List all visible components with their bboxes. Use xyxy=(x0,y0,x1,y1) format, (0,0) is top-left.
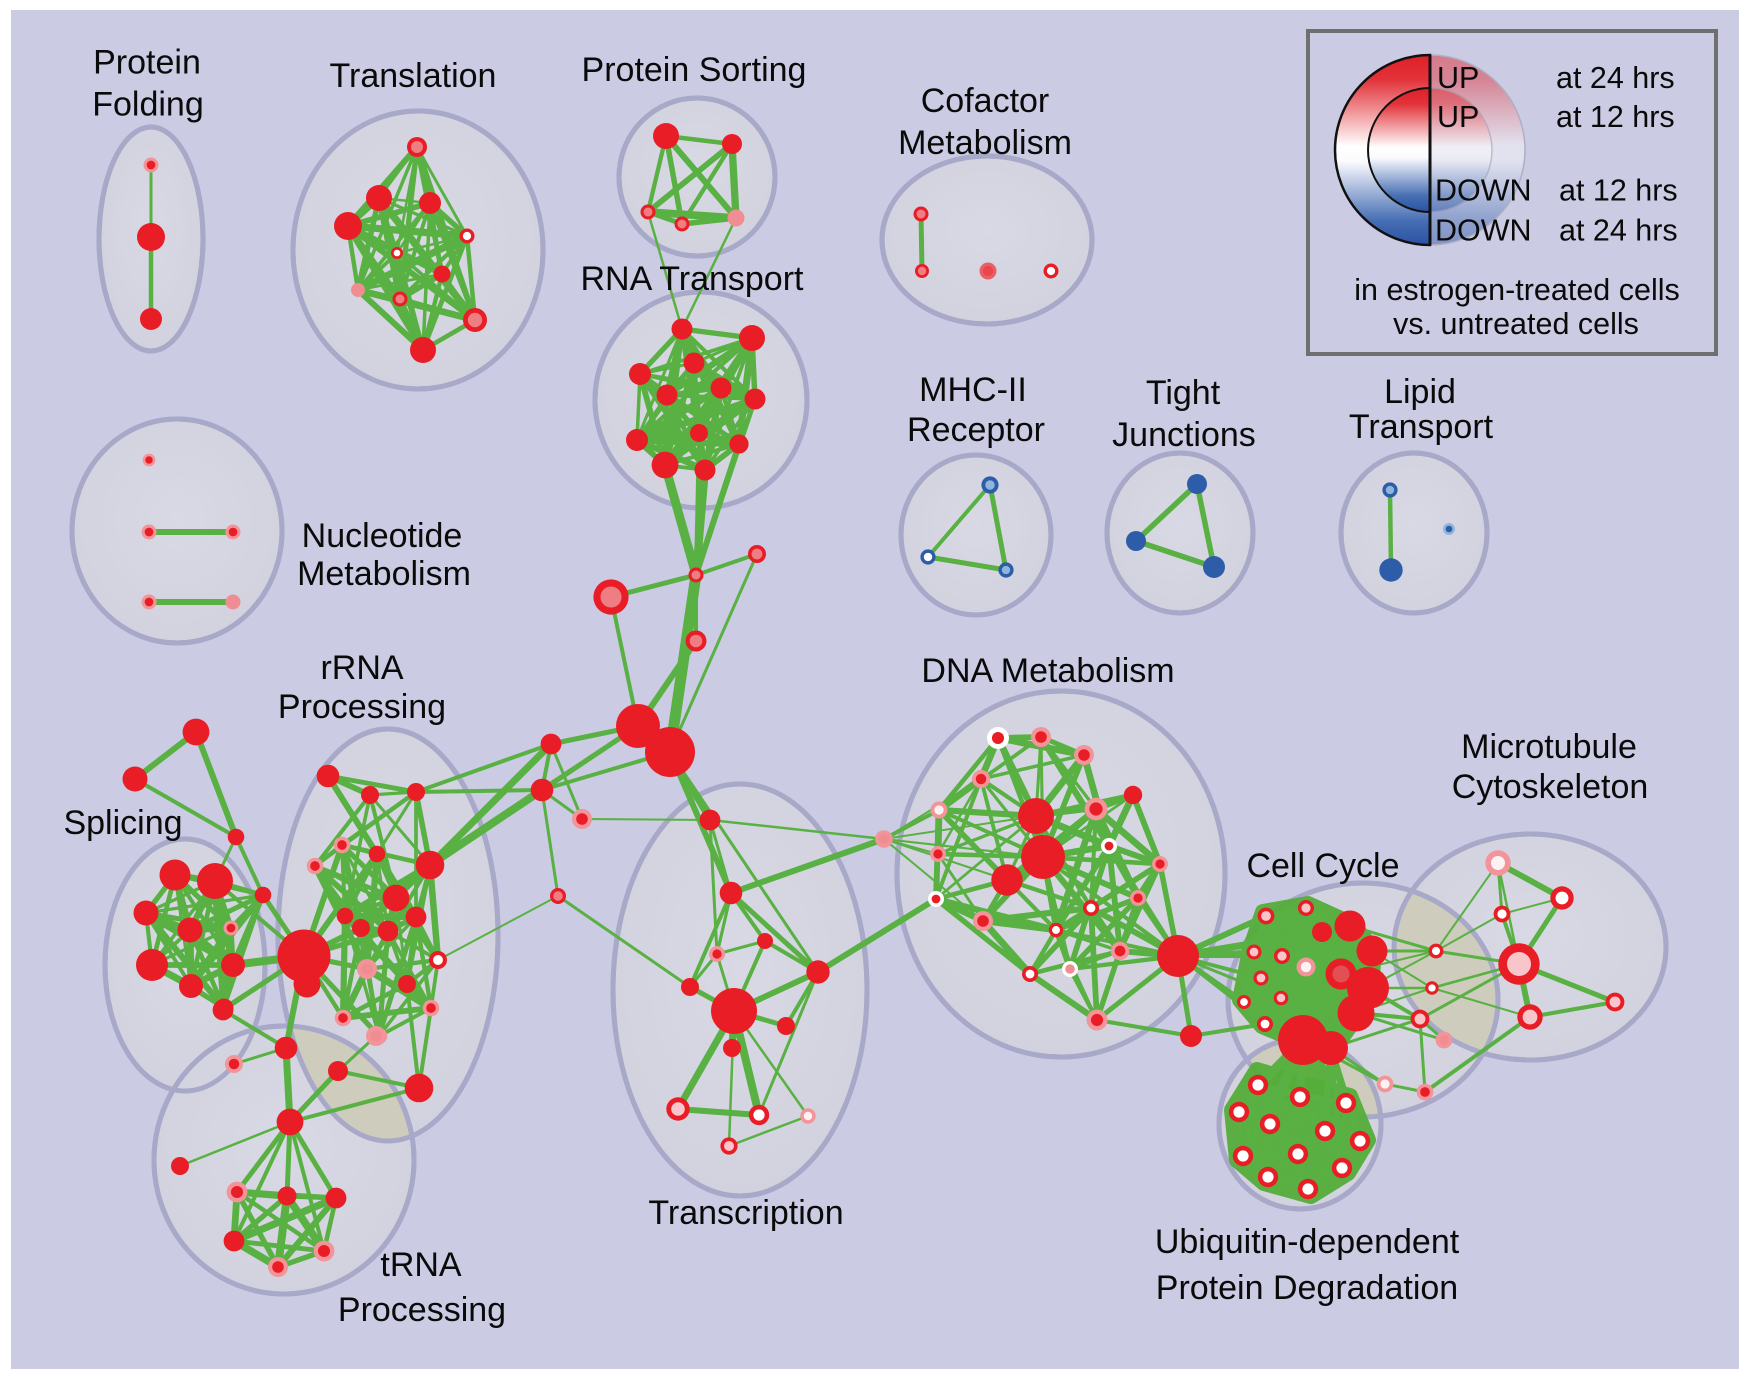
svg-text:DOWN: DOWN xyxy=(1435,214,1532,248)
svg-text:Translation: Translation xyxy=(330,57,497,95)
svg-text:DOWN: DOWN xyxy=(1435,174,1532,208)
svg-text:Cell Cycle: Cell Cycle xyxy=(1246,847,1399,885)
svg-text:Protein: Protein xyxy=(93,44,201,82)
svg-text:Protein Sorting: Protein Sorting xyxy=(582,51,807,89)
svg-text:Protein Degradation: Protein Degradation xyxy=(1156,1269,1458,1307)
svg-text:Lipid: Lipid xyxy=(1384,373,1456,411)
svg-text:Processing: Processing xyxy=(338,1291,506,1329)
svg-text:Folding: Folding xyxy=(92,86,204,124)
svg-text:Microtubule: Microtubule xyxy=(1461,728,1637,766)
svg-text:Metabolism: Metabolism xyxy=(297,555,471,593)
svg-text:at 12 hrs: at 12 hrs xyxy=(1556,100,1675,134)
svg-text:Transcription: Transcription xyxy=(648,1194,843,1232)
svg-text:Junctions: Junctions xyxy=(1112,416,1256,454)
svg-text:RNA Transport: RNA Transport xyxy=(581,260,805,298)
svg-text:Ubiquitin-dependent: Ubiquitin-dependent xyxy=(1155,1223,1460,1261)
svg-text:at 24 hrs: at 24 hrs xyxy=(1556,61,1675,95)
svg-text:at 24 hrs: at 24 hrs xyxy=(1559,214,1678,248)
svg-text:tRNA: tRNA xyxy=(380,1246,462,1284)
svg-text:Metabolism: Metabolism xyxy=(898,124,1072,162)
svg-text:MHC-II: MHC-II xyxy=(919,371,1027,409)
svg-text:Nucleotide: Nucleotide xyxy=(302,517,463,555)
svg-text:vs. untreated cells: vs. untreated cells xyxy=(1393,307,1639,341)
svg-text:Cytoskeleton: Cytoskeleton xyxy=(1452,768,1649,806)
svg-text:Processing: Processing xyxy=(278,688,446,726)
svg-text:Splicing: Splicing xyxy=(63,804,182,842)
svg-text:UP: UP xyxy=(1437,61,1479,95)
svg-text:Cofactor: Cofactor xyxy=(921,82,1050,120)
svg-text:DNA Metabolism: DNA Metabolism xyxy=(921,652,1174,690)
svg-text:Receptor: Receptor xyxy=(907,411,1045,449)
svg-text:rRNA: rRNA xyxy=(320,649,403,687)
svg-text:Tight: Tight xyxy=(1146,374,1221,412)
svg-text:Transport: Transport xyxy=(1349,408,1494,446)
svg-text:at 12 hrs: at 12 hrs xyxy=(1559,174,1678,208)
svg-text:in estrogen-treated cells: in estrogen-treated cells xyxy=(1354,273,1680,307)
svg-text:UP: UP xyxy=(1437,100,1479,134)
